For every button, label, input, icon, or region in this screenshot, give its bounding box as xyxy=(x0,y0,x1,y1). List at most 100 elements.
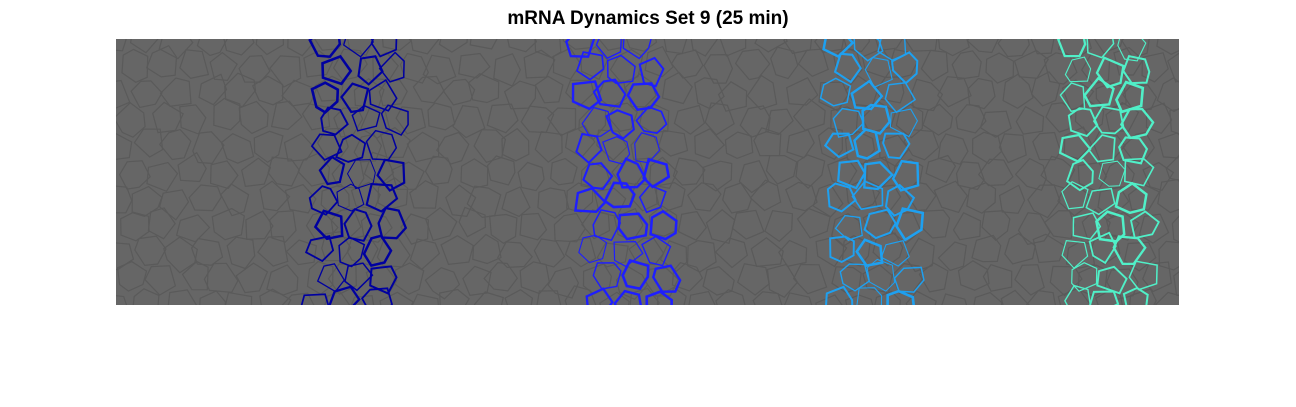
background-cell xyxy=(534,39,562,59)
background-cell xyxy=(937,241,967,272)
background-cell xyxy=(253,130,284,163)
background-cell xyxy=(977,158,1014,187)
background-cell xyxy=(158,128,192,161)
background-cell xyxy=(724,131,754,160)
stripe-cell-outline xyxy=(1122,286,1149,305)
background-cell xyxy=(422,54,457,85)
background-cell xyxy=(599,291,630,305)
background-cell xyxy=(1002,73,1034,110)
stripe-cell-outline xyxy=(1065,158,1094,192)
background-cell xyxy=(629,287,660,305)
background-cell xyxy=(133,128,164,158)
stripe-cell-outline xyxy=(613,240,644,268)
background-cell xyxy=(436,131,470,165)
background-cell xyxy=(786,129,815,159)
stripe-cell-outline xyxy=(851,180,884,211)
background-cell xyxy=(188,184,223,212)
background-cell xyxy=(469,39,498,50)
background-cell xyxy=(937,133,969,165)
stripe-cell-outline xyxy=(595,39,622,60)
stripe-cell-outline xyxy=(575,51,605,81)
background-cell xyxy=(445,184,477,217)
background-cell xyxy=(363,151,395,187)
background-cell xyxy=(872,232,904,267)
stripe-cell-outline xyxy=(606,54,636,85)
background-cell xyxy=(694,128,726,160)
background-cell xyxy=(738,159,770,194)
stripe-cell-outline xyxy=(866,258,896,292)
background-cell xyxy=(203,262,239,294)
background-cell xyxy=(938,39,970,57)
stripe-cell-outline xyxy=(884,81,917,114)
stripe-cell-outline xyxy=(304,235,335,263)
background-cell xyxy=(933,180,969,214)
background-cell xyxy=(565,79,595,108)
background-cell xyxy=(438,39,468,53)
stripe-cell-outline xyxy=(833,52,862,84)
background-cell xyxy=(1122,131,1156,164)
background-cell xyxy=(409,238,441,271)
background-cell xyxy=(655,181,686,213)
stripe-cell-outline xyxy=(891,159,920,192)
background-cell xyxy=(981,210,1011,241)
background-cell xyxy=(715,289,746,305)
background-cell xyxy=(163,236,198,274)
background-cell xyxy=(925,154,957,184)
stripe-cell-outline xyxy=(380,104,409,136)
background-cell xyxy=(547,266,580,299)
background-cell xyxy=(719,39,747,57)
background-cell xyxy=(235,262,269,294)
stripe-cell-outline xyxy=(861,103,892,135)
stripe-cell-outline xyxy=(300,293,330,305)
stripe-cell-outline xyxy=(342,39,375,58)
stripe-cell-outline xyxy=(613,289,642,305)
background-cell xyxy=(596,242,629,268)
background-cell xyxy=(1157,132,1179,159)
stripe-cell-outline xyxy=(1064,284,1092,305)
stripe-cell-outline xyxy=(1067,107,1099,138)
stripe-cell-outline xyxy=(1072,212,1102,240)
background-cell xyxy=(190,237,224,266)
background-cell xyxy=(841,235,871,267)
background-cell xyxy=(120,211,150,242)
embryo-image xyxy=(116,39,1179,305)
background-cell xyxy=(843,39,870,53)
background-cell xyxy=(152,101,184,134)
background-cell xyxy=(1095,82,1127,111)
stripe-cell-outline xyxy=(856,287,883,305)
background-cell xyxy=(862,264,893,294)
stripe-cell-outline xyxy=(336,183,365,212)
background-cell xyxy=(753,127,782,157)
background-cell xyxy=(1032,131,1062,161)
stripe-cell-outline xyxy=(641,235,672,267)
background-cell xyxy=(321,231,352,262)
stripe-cell-outline xyxy=(320,106,349,136)
stripe-cell-outline xyxy=(635,105,668,135)
background-cell xyxy=(147,207,176,240)
background-cell xyxy=(427,102,456,131)
background-cell xyxy=(765,155,798,185)
background-cell xyxy=(702,266,735,296)
background-cell xyxy=(703,53,734,84)
stripe-cell-outline xyxy=(1119,107,1155,140)
stripe-cell-outline xyxy=(1064,56,1092,83)
background-cell xyxy=(536,290,562,305)
background-cell xyxy=(1123,241,1157,272)
background-cell xyxy=(966,182,997,214)
background-cell xyxy=(1015,105,1045,135)
stripe-cell-outline xyxy=(362,234,393,268)
stripe-cell-outline xyxy=(1117,39,1147,62)
stripe-cell-outline xyxy=(585,287,614,305)
background-cell xyxy=(749,179,782,212)
background-cell xyxy=(997,39,1030,58)
background-cell xyxy=(648,205,678,237)
background-cell xyxy=(285,239,318,266)
background-cell xyxy=(1173,271,1179,296)
stripe-cell-outline xyxy=(376,158,406,192)
background-cell xyxy=(199,290,227,305)
background-cell xyxy=(844,294,874,305)
background-cell xyxy=(1138,213,1170,244)
background-cell xyxy=(245,210,274,240)
stripe-cell-outline xyxy=(351,104,381,132)
background-cell xyxy=(770,46,799,80)
